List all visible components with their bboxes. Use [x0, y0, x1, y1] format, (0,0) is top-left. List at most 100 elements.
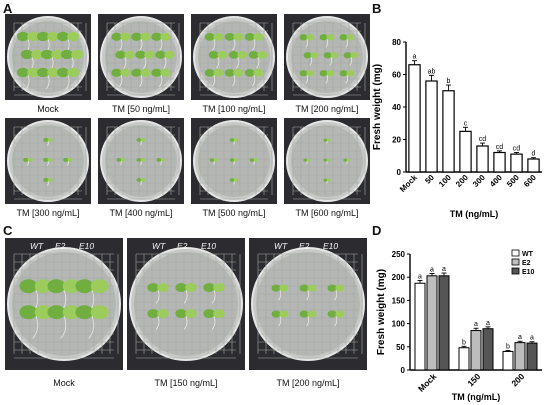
seedling-root	[140, 140, 142, 146]
seedling	[248, 50, 268, 69]
bar	[527, 158, 540, 173]
seedling-leaf	[23, 157, 29, 162]
seedling-leaf	[323, 178, 328, 182]
seedling	[303, 158, 311, 164]
agar-surface	[12, 252, 116, 356]
seedling-leaf	[56, 31, 69, 42]
seedling-root	[329, 56, 333, 66]
bar	[493, 151, 506, 173]
seedling	[244, 32, 264, 51]
significance-letter: c	[464, 120, 468, 127]
seedling	[75, 279, 109, 313]
seedling-leaf	[136, 158, 142, 162]
seedling	[156, 158, 166, 166]
y-tick-label: 60	[392, 71, 401, 80]
seedling-leaf	[303, 52, 312, 59]
seedling-leaf	[233, 178, 239, 182]
legend-label: E10	[522, 269, 535, 276]
seedling-leaf	[343, 52, 352, 59]
petri-dish-photo	[5, 118, 91, 204]
significance-letter: a	[430, 266, 434, 273]
x-tick-label: 200	[509, 371, 526, 388]
seedling-root	[155, 289, 160, 304]
seedling-leaf	[185, 283, 197, 293]
dish-caption: Mock	[37, 104, 59, 114]
seedling-leaf	[350, 52, 359, 59]
dish-caption: TM [500 ng/mL]	[202, 208, 266, 218]
seedling	[111, 32, 131, 52]
seedling	[303, 52, 319, 66]
seedling-leaf	[47, 157, 53, 162]
bar	[470, 330, 482, 371]
seedling-leaf	[279, 310, 289, 318]
seedling-root	[183, 315, 188, 330]
seedling-leaf	[339, 70, 348, 77]
x-tick-label: 50	[423, 173, 436, 186]
seedling-leaf	[27, 67, 40, 78]
seedling-leaf	[326, 138, 331, 142]
seedling-root	[211, 315, 216, 330]
seedling	[43, 177, 53, 186]
seedling-leaf	[299, 70, 308, 77]
significance-letter: b	[462, 339, 466, 346]
seedling	[327, 310, 345, 327]
seedling	[155, 50, 175, 70]
petri-dish-photo	[191, 14, 277, 100]
seedling-root	[306, 315, 310, 327]
chart-d-fresh-weight: 0 50 100 150 200 250 Fresh weight (mg) a a a Mock b…	[376, 249, 542, 402]
seedling-leaf	[67, 31, 80, 42]
seedling-leaf	[75, 305, 94, 320]
significance-letter: a	[442, 266, 446, 273]
seedling-leaf	[136, 178, 142, 182]
bar	[502, 350, 514, 371]
seedling-leaf	[27, 31, 40, 42]
petri-dish-photo	[284, 118, 370, 204]
genotype-label: WT	[152, 241, 166, 251]
seedling-leaf	[140, 138, 146, 142]
significance-letter: b	[506, 344, 510, 351]
x-tick-label: 300	[471, 173, 487, 189]
seedling-leaf	[204, 32, 215, 41]
genotype-label: E2	[299, 241, 310, 251]
seedling-leaf	[136, 138, 142, 142]
seedling-root	[118, 38, 123, 52]
bar	[426, 275, 438, 371]
seedling	[36, 67, 60, 90]
dish-caption: TM [600 ng/mL]	[295, 208, 359, 218]
seedling-leaf	[116, 158, 122, 162]
y-tick-label: 40	[392, 103, 401, 112]
seedling-leaf	[157, 309, 169, 319]
seedling	[60, 49, 84, 72]
seedling-leaf	[237, 50, 248, 59]
seedling-leaf	[326, 70, 335, 77]
legend-swatch	[511, 249, 520, 257]
seedling-root	[155, 315, 160, 330]
seedling-leaf	[140, 68, 151, 77]
seedling-root	[160, 160, 162, 166]
seedling	[20, 49, 44, 72]
seedling-leaf	[203, 309, 215, 319]
panel-label-d: D	[372, 223, 382, 238]
seedling-root	[349, 56, 353, 66]
seedling-leaf	[203, 283, 215, 293]
petri-dish-photo	[5, 238, 123, 370]
y-tick-label: 250	[392, 250, 406, 259]
seedling-leaf	[213, 283, 225, 293]
bar	[510, 153, 523, 173]
seedling	[229, 138, 239, 145]
seedling	[147, 283, 169, 304]
y-tick-label: 20	[392, 136, 401, 145]
seedling-root	[252, 74, 256, 87]
seedling-root	[120, 160, 122, 166]
bar	[414, 282, 426, 371]
seedling-root	[334, 315, 338, 327]
seedling	[299, 34, 315, 48]
seedling-root	[253, 160, 255, 165]
seedling	[339, 70, 355, 84]
seedling	[136, 138, 146, 146]
bar	[458, 347, 470, 371]
seedling-leaf	[47, 67, 60, 78]
seedling-root	[256, 56, 260, 69]
seedling-leaf	[111, 68, 122, 77]
significance-letter: cd	[479, 136, 487, 143]
